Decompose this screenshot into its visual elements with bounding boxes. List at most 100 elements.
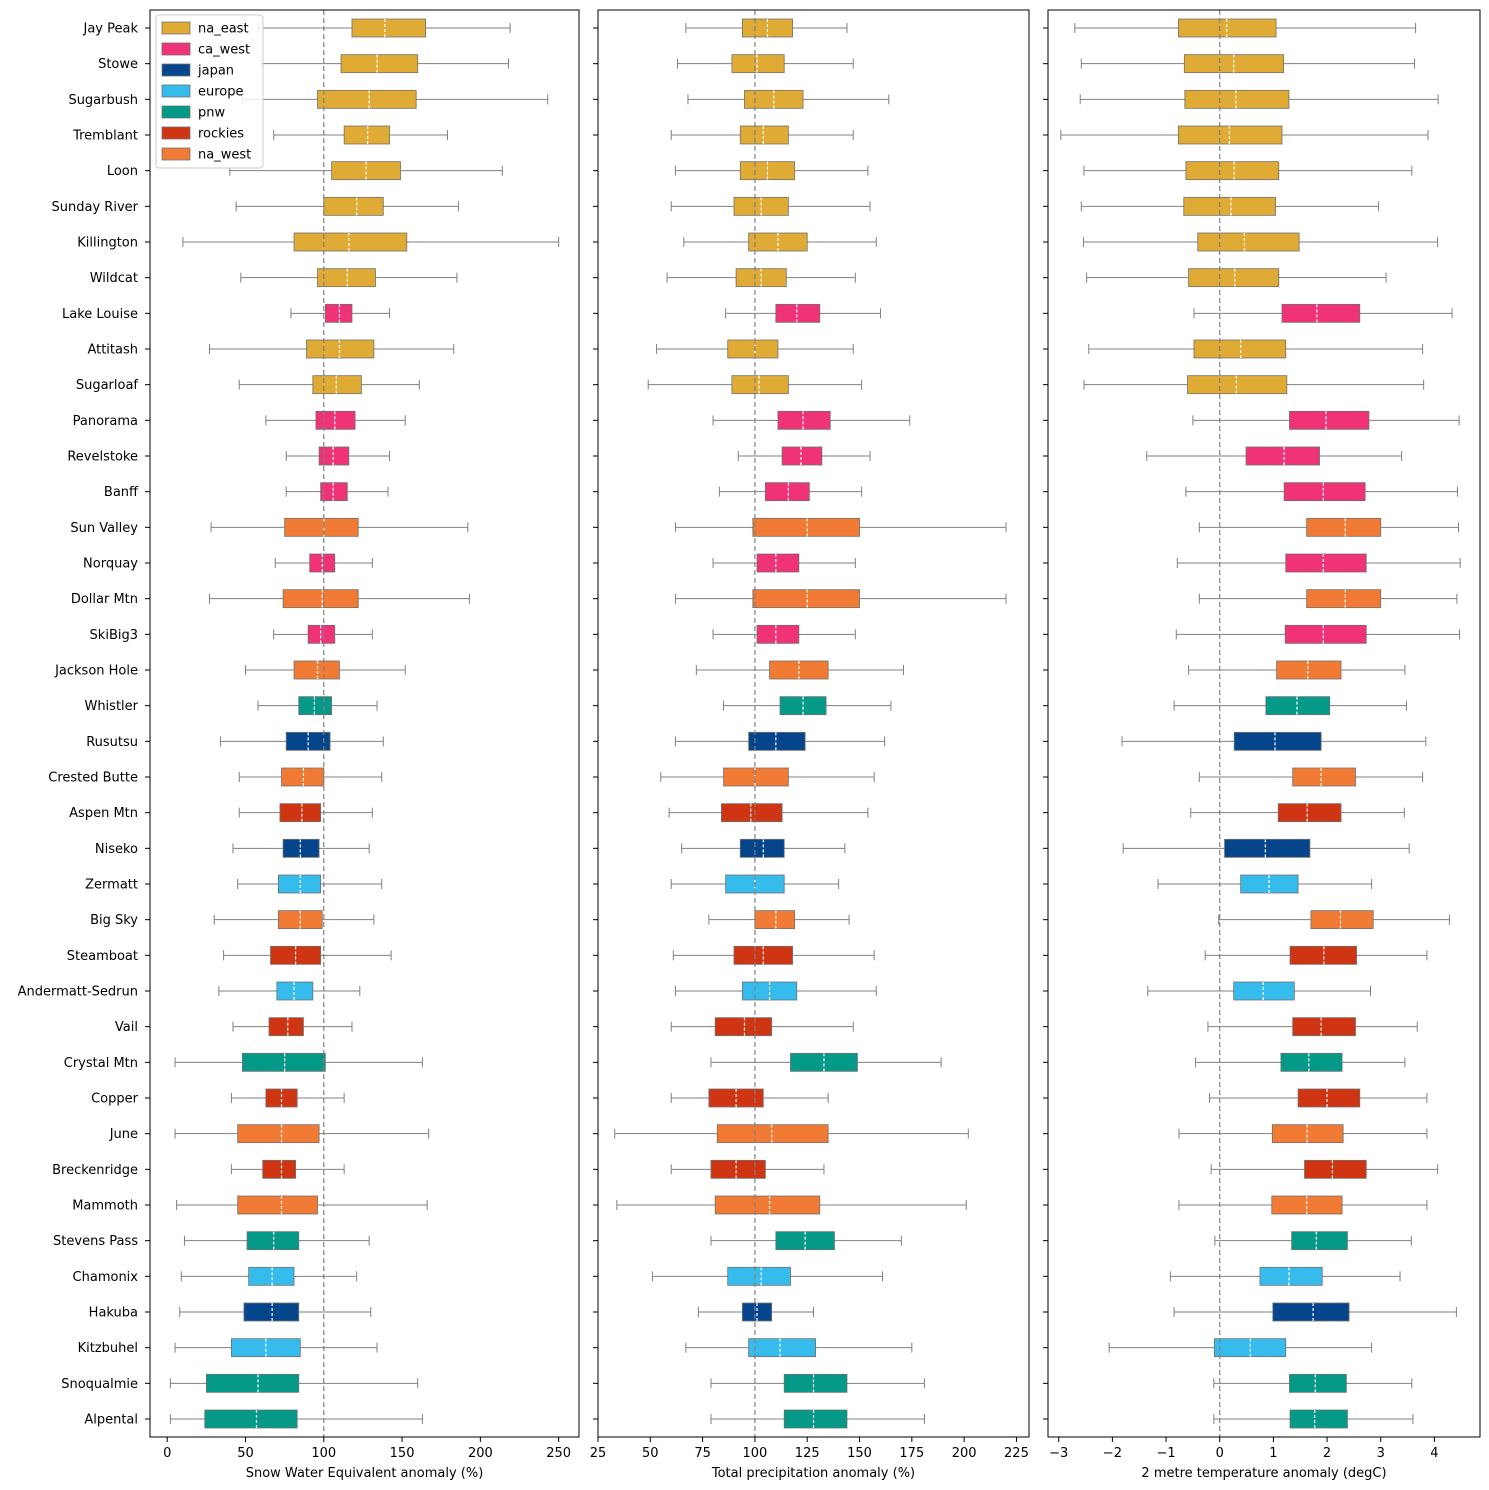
legend-label: na_east xyxy=(198,22,249,37)
y-tick-label: Sunday River xyxy=(52,200,139,215)
box-mammoth xyxy=(1178,1195,1428,1215)
box-crested-butte xyxy=(660,767,875,787)
x-tick-label: 250 xyxy=(546,1446,571,1461)
box-killington xyxy=(182,232,560,252)
x-axis-title: Total precipitation anomaly (%) xyxy=(711,1466,915,1481)
box-wildcat xyxy=(1086,268,1387,288)
iqr-box xyxy=(1306,589,1382,609)
y-tick-label: Jay Peak xyxy=(83,22,139,37)
x-tick-label: 0 xyxy=(1216,1446,1224,1461)
box-rusutsu xyxy=(219,731,384,751)
box-loon xyxy=(1083,161,1413,181)
box-sun-valley xyxy=(1198,517,1460,537)
iqr-box xyxy=(1193,339,1287,359)
box-big-sky xyxy=(213,910,375,930)
iqr-box xyxy=(716,1124,829,1144)
legend-swatch xyxy=(161,42,191,56)
iqr-box xyxy=(714,1195,821,1215)
iqr-box xyxy=(315,410,356,430)
box-dollar-mtn xyxy=(674,589,1007,609)
legend-entry-rockies: rockies xyxy=(161,127,244,142)
iqr-box xyxy=(317,268,376,288)
box-mammoth xyxy=(616,1195,967,1215)
iqr-box xyxy=(1289,1409,1348,1429)
iqr-box xyxy=(1184,89,1290,109)
iqr-box xyxy=(714,1017,773,1037)
box-jackson-hole xyxy=(1188,660,1406,680)
y-tick-label: Attitash xyxy=(87,343,138,358)
y-tick-label: Alpental xyxy=(84,1413,138,1428)
box-lake-louise xyxy=(1193,303,1453,323)
legend-entry-pnw: pnw xyxy=(161,106,225,121)
box-kitzbuhel xyxy=(685,1338,913,1358)
box-norquay xyxy=(274,553,373,573)
box-whistler xyxy=(723,696,892,716)
iqr-box xyxy=(1224,838,1311,858)
box-alpental xyxy=(1213,1409,1414,1429)
y-tick-label: Panorama xyxy=(73,414,138,429)
legend-entry-na-east: na_east xyxy=(161,22,249,37)
x-tick-label: 75 xyxy=(694,1446,711,1461)
iqr-box xyxy=(727,339,779,359)
box-june xyxy=(614,1124,969,1144)
iqr-box xyxy=(1183,196,1276,216)
box-niseko xyxy=(681,838,846,858)
iqr-box xyxy=(293,660,340,680)
iqr-box xyxy=(1233,981,1295,1001)
legend-swatch xyxy=(161,63,191,77)
box-andermatt-sedrun xyxy=(1147,981,1372,1001)
box-norquay xyxy=(1176,553,1461,573)
box-vail xyxy=(1207,1017,1418,1037)
y-tick-label: Vail xyxy=(115,1020,138,1035)
box-stowe xyxy=(260,54,510,74)
iqr-box xyxy=(1284,624,1367,644)
legend-entry-na-west: na_west xyxy=(161,148,251,163)
box-hakuba xyxy=(697,1302,814,1322)
box-revelstoke xyxy=(1146,446,1403,466)
box-crystal-mtn xyxy=(1195,1052,1406,1072)
box-june xyxy=(1178,1124,1428,1144)
box-whistler xyxy=(1173,696,1407,716)
box-crystal-mtn xyxy=(174,1052,423,1072)
y-tick-label: Norquay xyxy=(83,557,138,572)
box-sun-valley xyxy=(674,517,1007,537)
box-panorama xyxy=(1192,410,1460,430)
y-tick-label: Jackson Hole xyxy=(54,664,138,679)
iqr-box xyxy=(1297,1088,1361,1108)
panel-3: −3 −2 −1 0 1 2 3 4 2 metre temperature anomaly (… xyxy=(1043,9,1481,1481)
box-attitash xyxy=(208,339,455,359)
box-skibig3 xyxy=(273,624,373,644)
box-dollar-mtn xyxy=(208,589,470,609)
y-tick-label: June xyxy=(109,1127,138,1142)
box-stevens-pass xyxy=(710,1231,902,1251)
box-loon xyxy=(674,161,869,181)
iqr-box xyxy=(1187,375,1288,395)
box-jackson-hole xyxy=(245,660,406,680)
iqr-box xyxy=(317,89,417,109)
iqr-box xyxy=(298,696,333,716)
box-loon xyxy=(229,161,503,181)
box-stevens-pass xyxy=(1214,1231,1412,1251)
iqr-box xyxy=(1292,767,1356,787)
iqr-box xyxy=(246,1231,300,1251)
legend-label: na_west xyxy=(198,148,251,163)
legend-swatch xyxy=(161,84,191,98)
box-crested-butte xyxy=(238,767,383,787)
iqr-box xyxy=(281,767,325,787)
box-alpental xyxy=(710,1409,925,1429)
legend-entry-japan: japan xyxy=(161,63,234,79)
iqr-box xyxy=(727,1266,791,1286)
box-attitash xyxy=(1088,339,1424,359)
box-copper xyxy=(1209,1088,1428,1108)
box-big-sky xyxy=(1218,910,1450,930)
y-tick-label: Kitzbuhel xyxy=(78,1341,138,1356)
iqr-box xyxy=(754,910,796,930)
box-panorama xyxy=(265,410,406,430)
legend-entry-europe: europe xyxy=(161,84,244,100)
y-tick-label: Banff xyxy=(104,485,139,500)
iqr-box xyxy=(748,1338,816,1358)
box-chamonix xyxy=(1169,1266,1401,1286)
y-tick-label: Hakuba xyxy=(89,1306,138,1321)
iqr-box xyxy=(340,54,419,74)
legend-label: europe xyxy=(198,85,244,100)
